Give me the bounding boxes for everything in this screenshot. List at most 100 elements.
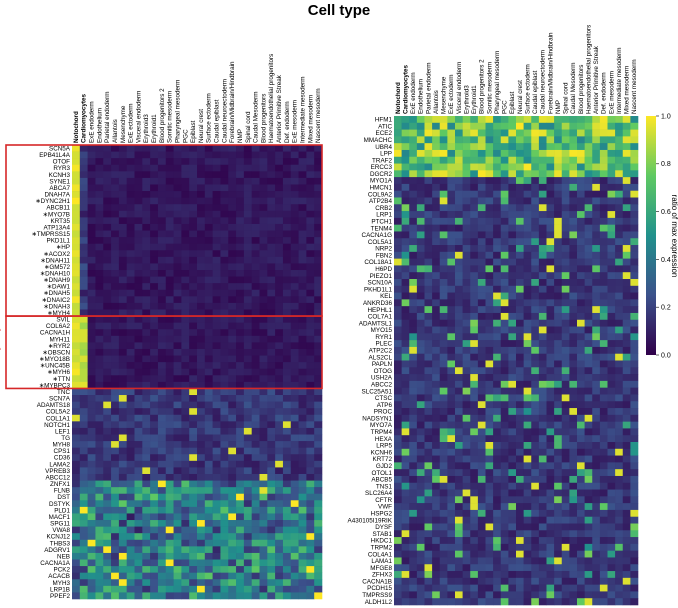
- heatmap-cell: [447, 448, 456, 456]
- heatmap-cell: [197, 191, 206, 198]
- heatmap-cell: [508, 306, 517, 314]
- heatmap-cell: [416, 333, 425, 341]
- heatmap-cell: [622, 537, 631, 545]
- heatmap-cell: [561, 170, 570, 178]
- heatmap-cell: [275, 559, 284, 567]
- heatmap-cell: [150, 500, 159, 508]
- heatmap-cell: [197, 145, 206, 152]
- heatmap-cell: [409, 571, 418, 579]
- heatmap-cell: [157, 579, 167, 587]
- heatmap-cell: [228, 441, 237, 448]
- heatmap-cell: [212, 375, 221, 383]
- heatmap-cell: [204, 500, 213, 508]
- heatmap-cell: [424, 394, 433, 402]
- heatmap-cell: [439, 217, 448, 225]
- heatmap-cell: [236, 592, 245, 600]
- heatmap-cell: [259, 513, 268, 521]
- heatmap-cell: [523, 462, 532, 470]
- heatmap-cell: [424, 448, 433, 456]
- row-label: KCNH3: [49, 172, 71, 179]
- heatmap-cell: [554, 279, 563, 287]
- heatmap-cell: [275, 375, 284, 383]
- heatmap-cell: [111, 171, 120, 179]
- heatmap-cell: [157, 243, 167, 251]
- heatmap-cell: [259, 427, 268, 435]
- heatmap-cell: [531, 340, 540, 348]
- heatmap-cell: [409, 537, 418, 545]
- heatmap-cell: [212, 191, 221, 198]
- heatmap-cell: [622, 584, 631, 592]
- heatmap-cell: [212, 473, 221, 481]
- heatmap-cell: [630, 428, 639, 436]
- heatmap-cell: [615, 217, 624, 225]
- heatmap-cell: [298, 243, 307, 251]
- heatmap-cell: [607, 129, 616, 137]
- heatmap-cell: [275, 395, 284, 402]
- heatmap-cell: [409, 279, 418, 287]
- heatmap-cell: [584, 183, 593, 192]
- heatmap-cell: [470, 299, 479, 307]
- heatmap-cell: [493, 116, 502, 124]
- heatmap-cell: [189, 335, 198, 343]
- heatmap-cell: [79, 572, 88, 580]
- column-label: ExE mesoderm: [292, 100, 299, 143]
- heatmap-cell: [622, 564, 631, 572]
- heatmap-cell: [204, 375, 213, 383]
- heatmap-cell: [615, 346, 624, 355]
- heatmap-cell: [111, 256, 120, 264]
- heatmap-cell: [607, 503, 616, 511]
- heatmap-cell: [243, 388, 252, 396]
- heatmap-cell: [298, 237, 307, 244]
- heatmap-cell: [394, 591, 402, 599]
- heatmap-cell: [462, 469, 471, 477]
- heatmap-cell: [401, 571, 410, 579]
- heatmap-cell: [538, 557, 547, 565]
- column-label: PGC: [502, 100, 509, 114]
- heatmap-cell: [394, 285, 402, 293]
- heatmap-cell: [72, 335, 81, 343]
- heatmap-cell: [197, 302, 206, 310]
- heatmap-cell: [95, 164, 104, 172]
- heatmap-cell: [569, 231, 578, 239]
- heatmap-cell: [546, 509, 555, 518]
- heatmap-cell: [142, 223, 151, 231]
- heatmap-cell: [228, 270, 237, 277]
- heatmap-cell: [204, 296, 213, 304]
- heatmap-cell: [111, 506, 120, 514]
- heatmap-cell: [157, 421, 167, 429]
- heatmap-cell: [439, 584, 448, 592]
- heatmap-cell: [157, 197, 167, 205]
- heatmap-cell: [439, 306, 448, 314]
- heatmap-cell: [592, 571, 601, 579]
- heatmap-cell: [236, 447, 245, 455]
- heatmap-cell: [592, 509, 601, 518]
- heatmap-cell: [615, 380, 624, 388]
- heatmap-cell: [584, 251, 593, 259]
- heatmap-cell: [111, 421, 120, 429]
- heatmap-cell: [470, 156, 479, 164]
- row-label: UBR4: [375, 144, 392, 151]
- heatmap-cell: [607, 598, 616, 606]
- heatmap-cell: [447, 163, 456, 171]
- column-label: Def. endoderm: [601, 72, 608, 114]
- heatmap-cell: [134, 177, 143, 185]
- heatmap-cell: [298, 447, 307, 455]
- heatmap-cell: [243, 539, 252, 547]
- heatmap-cell: [554, 143, 563, 151]
- heatmap-cell: [599, 312, 608, 321]
- heatmap-cell: [142, 362, 151, 370]
- heatmap-cell: [538, 122, 547, 130]
- heatmap-cell: [394, 387, 402, 395]
- heatmap-cell: [290, 217, 299, 225]
- heatmap-cell: [531, 204, 540, 212]
- heatmap-cell: [622, 482, 631, 490]
- heatmap-cell: [538, 516, 547, 524]
- heatmap-cell: [87, 368, 96, 376]
- heatmap-cell: [538, 333, 547, 341]
- heatmap-cell: [72, 263, 81, 271]
- heatmap-cell: [615, 149, 624, 158]
- heatmap-cell: [470, 217, 479, 225]
- heatmap-cell: [508, 326, 517, 334]
- row-label: H6PD: [375, 266, 392, 273]
- heatmap-cell: [409, 374, 418, 382]
